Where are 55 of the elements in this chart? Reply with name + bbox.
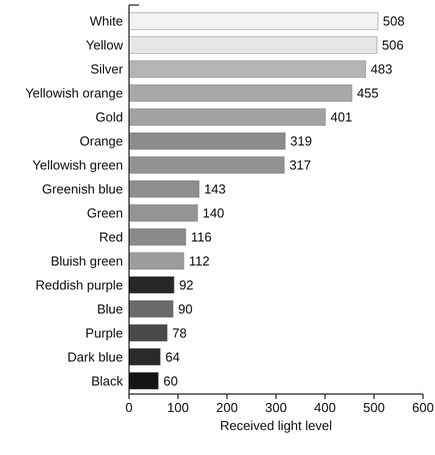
data-label: 78 <box>172 325 187 340</box>
bar <box>128 324 168 342</box>
bar <box>128 276 174 294</box>
data-label: 319 <box>290 134 312 149</box>
data-label: 455 <box>356 86 379 101</box>
bar <box>128 36 378 54</box>
x-tick-label: 200 <box>216 400 238 415</box>
x-tick-label: 100 <box>167 400 189 415</box>
data-label: 60 <box>163 373 178 388</box>
y-tick-label: White <box>90 14 123 29</box>
data-label: 116 <box>190 230 212 245</box>
bar <box>128 180 200 198</box>
y-tick-label: Yellowish green <box>32 158 123 173</box>
y-tick-label: Purple <box>85 325 123 340</box>
data-label: 64 <box>165 349 180 364</box>
y-tick-label: Black <box>91 373 124 388</box>
bar <box>128 252 184 270</box>
data-label: 317 <box>289 158 312 173</box>
bar <box>128 60 366 78</box>
x-tick-label: 300 <box>265 400 287 415</box>
y-tick-label: Yellow <box>86 38 124 53</box>
y-tick-label: Gold <box>96 110 123 125</box>
bar <box>128 84 352 102</box>
bar <box>128 108 326 126</box>
y-tick-label: Yellowish orange <box>25 86 123 101</box>
y-tick-label: Green <box>86 206 123 221</box>
bar <box>128 204 198 222</box>
y-tick-label: Dark blue <box>67 349 123 364</box>
data-label: 90 <box>178 301 193 316</box>
y-tick-label: Bluish green <box>50 253 123 268</box>
x-tick-label: 0 <box>125 400 133 415</box>
bar <box>128 132 286 150</box>
x-tick-label: 400 <box>314 400 336 415</box>
x-tick-label: 500 <box>363 400 385 415</box>
y-tick-label: Orange <box>80 134 123 149</box>
x-axis-title: Received light level <box>220 418 332 433</box>
bar <box>128 228 186 246</box>
x-tick-label: 600 <box>412 400 434 415</box>
data-label: 401 <box>330 110 352 125</box>
data-label: 140 <box>202 206 224 221</box>
y-tick-label: Blue <box>96 301 123 316</box>
bar <box>128 348 161 366</box>
data-label: 506 <box>382 38 404 53</box>
y-tick-label: Greenish blue <box>42 182 123 197</box>
data-label: 112 <box>188 253 210 268</box>
data-label: 483 <box>370 62 392 77</box>
y-tick-label: Reddish purple <box>36 277 123 292</box>
bar <box>128 156 285 174</box>
data-label: 92 <box>179 277 194 292</box>
y-tick-label: Red <box>99 230 123 245</box>
data-label: 143 <box>204 182 226 197</box>
bar <box>128 12 378 30</box>
bar <box>128 300 174 318</box>
y-tick-label: Silver <box>90 62 124 77</box>
data-label: 508 <box>382 14 405 29</box>
